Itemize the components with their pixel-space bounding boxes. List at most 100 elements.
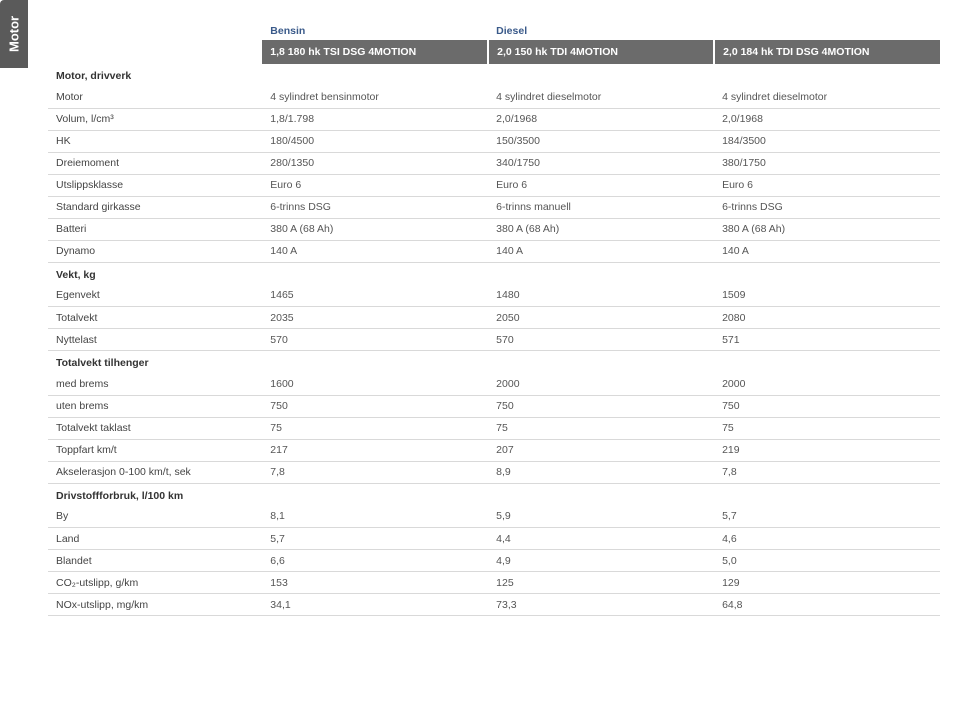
cell-label: HK: [48, 130, 262, 152]
cell: 140 A: [714, 240, 940, 262]
cell: 180/4500: [262, 130, 488, 152]
cell: 150/3500: [488, 130, 714, 152]
cell: 7,8: [714, 461, 940, 483]
row-batteri: Batteri380 A (68 Ah)380 A (68 Ah)380 A (…: [48, 218, 940, 240]
cell: 5,7: [714, 506, 940, 528]
section-label: Totalvekt tilhenger: [48, 351, 262, 374]
cell: 34,1: [262, 594, 488, 616]
cell: 6-trinns manuell: [488, 196, 714, 218]
cell-label: Totalvekt taklast: [48, 417, 262, 439]
row-volum: Volum, l/cm³1,8/1.7982,0/19682,0/1968: [48, 108, 940, 130]
cell-label: Akselerasjon 0-100 km/t, sek: [48, 461, 262, 483]
cell: 5,0: [714, 550, 940, 572]
row-totalvekt: Totalvekt203520502080: [48, 307, 940, 329]
cell: 570: [488, 329, 714, 351]
cell: 2000: [714, 373, 940, 395]
fuel-col-diesel: Diesel: [488, 18, 714, 40]
cell: 219: [714, 439, 940, 461]
row-aksel: Akselerasjon 0-100 km/t, sek7,88,97,8: [48, 461, 940, 483]
cell: 75: [488, 417, 714, 439]
cell-label: uten brems: [48, 395, 262, 417]
row-girkasse: Standard girkasse6-trinns DSG6-trinns ma…: [48, 196, 940, 218]
row-nox: NOx-utslipp, mg/km34,173,364,8: [48, 594, 940, 616]
section-label: Vekt, kg: [48, 262, 262, 285]
section-motor-drivverk: Motor, drivverk: [48, 64, 940, 86]
cell-label: Dreiemoment: [48, 152, 262, 174]
cell-label: Utslippsklasse: [48, 174, 262, 196]
row-co2: CO₂-utslipp, g/km153125129: [48, 572, 940, 594]
cell-label: Standard girkasse: [48, 196, 262, 218]
cell: 153: [262, 572, 488, 594]
cell: 280/1350: [262, 152, 488, 174]
cell: 6,6: [262, 550, 488, 572]
cell: 2035: [262, 307, 488, 329]
fuel-col-bensin: Bensin: [262, 18, 488, 40]
row-land: Land5,74,44,6: [48, 528, 940, 550]
engine-col-3: 2,0 184 hk TDI DSG 4MOTION: [714, 40, 940, 64]
side-tab-motor: Motor: [0, 0, 28, 68]
cell: 8,9: [488, 461, 714, 483]
cell: Euro 6: [714, 174, 940, 196]
row-egenvekt: Egenvekt146514801509: [48, 285, 940, 307]
cell: 1465: [262, 285, 488, 307]
cell: 125: [488, 572, 714, 594]
cell: 1509: [714, 285, 940, 307]
cell: 4 sylindret dieselmotor: [488, 86, 714, 108]
cell-label: Toppfart km/t: [48, 439, 262, 461]
cell: 75: [714, 417, 940, 439]
cell: 4 sylindret dieselmotor: [714, 86, 940, 108]
fuel-type-row: Bensin Diesel: [48, 18, 940, 40]
row-nyttelast: Nyttelast570570571: [48, 329, 940, 351]
cell: 2000: [488, 373, 714, 395]
cell: 64,8: [714, 594, 940, 616]
cell: 7,8: [262, 461, 488, 483]
cell: 75: [262, 417, 488, 439]
cell-label: Volum, l/cm³: [48, 108, 262, 130]
section-label: Drivstoffforbruk, l/100 km: [48, 483, 262, 506]
cell: 2080: [714, 307, 940, 329]
cell-label: Nyttelast: [48, 329, 262, 351]
cell: 340/1750: [488, 152, 714, 174]
cell: 184/3500: [714, 130, 940, 152]
section-vekt: Vekt, kg: [48, 262, 940, 285]
row-utenbrems: uten brems750750750: [48, 395, 940, 417]
cell-label: Batteri: [48, 218, 262, 240]
cell: 2,0/1968: [488, 108, 714, 130]
cell: 73,3: [488, 594, 714, 616]
cell: 571: [714, 329, 940, 351]
engine-col-1: 1,8 180 hk TSI DSG 4MOTION: [262, 40, 488, 64]
cell-label: Dynamo: [48, 240, 262, 262]
cell: 6-trinns DSG: [714, 196, 940, 218]
cell: 380/1750: [714, 152, 940, 174]
row-dynamo: Dynamo140 A140 A140 A: [48, 240, 940, 262]
row-taklast: Totalvekt taklast757575: [48, 417, 940, 439]
cell: 5,9: [488, 506, 714, 528]
cell: 4 sylindret bensinmotor: [262, 86, 488, 108]
cell: 4,6: [714, 528, 940, 550]
row-utslipps: UtslippsklasseEuro 6Euro 6Euro 6: [48, 174, 940, 196]
cell-label: Blandet: [48, 550, 262, 572]
cell-label: By: [48, 506, 262, 528]
cell: 380 A (68 Ah): [714, 218, 940, 240]
row-by: By8,15,95,7: [48, 506, 940, 528]
row-dreiemoment: Dreiemoment280/1350340/1750380/1750: [48, 152, 940, 174]
spec-table-container: Bensin Diesel 1,8 180 hk TSI DSG 4MOTION…: [0, 0, 960, 636]
row-motor: Motor4 sylindret bensinmotor4 sylindret …: [48, 86, 940, 108]
cell: 8,1: [262, 506, 488, 528]
cell: 1480: [488, 285, 714, 307]
cell: Euro 6: [262, 174, 488, 196]
spec-table: Bensin Diesel 1,8 180 hk TSI DSG 4MOTION…: [48, 18, 940, 616]
cell: 6-trinns DSG: [262, 196, 488, 218]
cell: 4,4: [488, 528, 714, 550]
cell: Euro 6: [488, 174, 714, 196]
cell: 570: [262, 329, 488, 351]
cell: 1600: [262, 373, 488, 395]
cell: 217: [262, 439, 488, 461]
section-tilhenger: Totalvekt tilhenger: [48, 351, 940, 374]
cell: 207: [488, 439, 714, 461]
cell: 380 A (68 Ah): [262, 218, 488, 240]
section-drivstoff: Drivstoffforbruk, l/100 km: [48, 483, 940, 506]
row-hk: HK180/4500150/3500184/3500: [48, 130, 940, 152]
section-label: Motor, drivverk: [48, 64, 262, 86]
cell: 750: [488, 395, 714, 417]
